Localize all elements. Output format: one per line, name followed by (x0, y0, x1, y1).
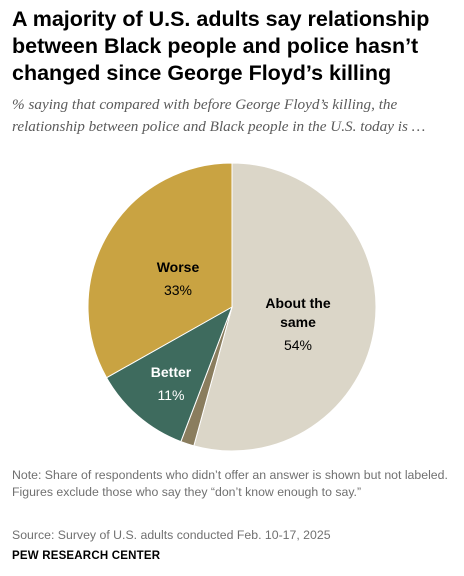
chart-subtitle: % saying that compared with before Georg… (12, 96, 426, 135)
pie-slice-about-the-same (193, 162, 377, 452)
slice-value-worse: 33% (164, 282, 192, 298)
slice-value-better: 11% (158, 387, 185, 403)
slice-label-better: Better (151, 364, 192, 380)
pie-slices (87, 162, 377, 452)
slice-label-about-the-same-line1: About the (265, 295, 331, 311)
source-line: Source: Survey of U.S. adults conducted … (12, 528, 331, 542)
slice-label-about-the-same-line2: same (280, 314, 316, 330)
chart-title: A majority of U.S. adults say relationsh… (12, 7, 430, 85)
brand-label: PEW RESEARCH CENTER (12, 550, 161, 562)
slice-value-about-the-same: 54% (284, 337, 312, 353)
pie-slice-better (105, 305, 233, 443)
pie-slice-worse (87, 162, 233, 379)
slice-label-worse: Worse (157, 259, 200, 275)
footnote: Note: Share of respondents who didn’t of… (12, 468, 448, 499)
